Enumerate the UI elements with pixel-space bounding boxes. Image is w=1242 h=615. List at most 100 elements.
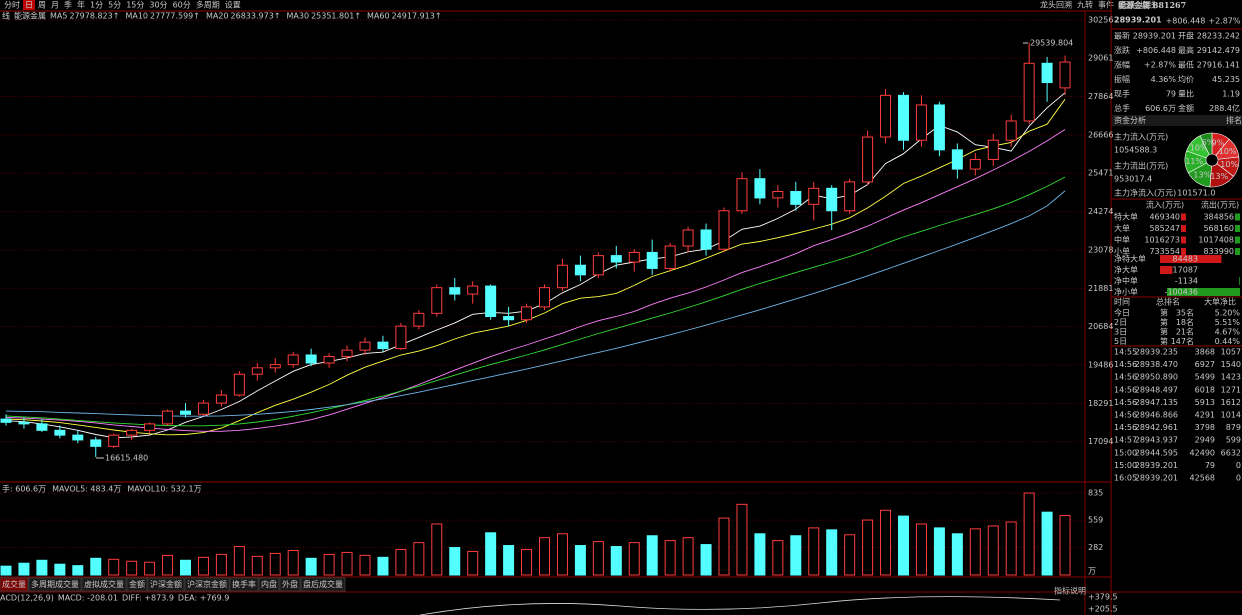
legend-name: MA10 [125,12,148,21]
candle-body [90,439,102,447]
indicator-tab[interactable]: 盘后成交量 [303,579,343,589]
rank-button[interactable]: 排名 [1226,115,1242,125]
indicator-tab[interactable]: 成交量 [2,579,26,589]
net-bar [1239,277,1240,285]
volume-bar [449,547,461,576]
candle-body [646,251,658,269]
candle-body [610,255,622,263]
period-tab[interactable]: 日 [25,1,33,10]
tab-bg [279,577,301,592]
volume-bar [664,540,676,576]
flow-out-chip [1235,248,1240,255]
period-tab[interactable]: 1分 [90,1,103,10]
rank-period: 5日 [1114,337,1127,346]
volume-bar [162,554,174,576]
tick-price: 28944.595 [1135,448,1178,457]
tool-button[interactable]: 画线 [1119,0,1135,10]
indicator-tab[interactable]: 外盘 [282,579,298,589]
rank-value: 35名 [1176,308,1194,318]
candle-body [556,264,568,289]
y-tick-label: 25471 [1088,169,1113,178]
candle-body [503,316,515,321]
indicator-tab[interactable]: 沪深京金额 [187,579,227,589]
stat-value: 79 [1166,90,1176,99]
volume-bar [1005,521,1017,576]
rank-ratio: 0.44% [1215,337,1241,346]
tick-time: 14:57 [1114,436,1137,445]
legend-name: MA20 [206,12,229,21]
indicator-tab[interactable]: 沪深金额 [150,579,182,589]
volume-bar [1041,511,1053,576]
section-title: 资金分析 [1114,115,1146,125]
stat-value: 606.6万 [1145,104,1176,113]
candle-body [700,229,712,250]
period-tab[interactable]: 月 [51,1,59,10]
y-tick-label: 26666 [1088,130,1113,139]
macd-tick: +205.5 [1088,605,1118,614]
candle-body [251,367,263,375]
section-header [1112,115,1242,126]
pie-label: 11% [1185,157,1203,166]
candle-body [521,306,533,321]
macd-legend: ACD(12,26,9) [0,594,54,603]
volume-bar [431,523,443,576]
flow-in-chip [1181,248,1186,255]
volume-bar [628,542,640,576]
volume-bar [700,544,712,576]
period-tab[interactable]: 年 [77,0,85,10]
indicator-tab[interactable]: 内盘 [261,579,277,589]
tab-bg [147,577,185,592]
tool-button[interactable]: 龙头回溯 [1040,0,1072,10]
net-value: 84483 [1173,255,1198,264]
ma-line [5,129,1066,432]
tool-button[interactable]: 九转 [1077,0,1093,10]
period-tab[interactable]: 15分 [126,1,144,10]
period-tab[interactable]: 60分 [173,1,191,10]
period-tab[interactable]: 设置 [225,0,241,10]
volume-bar [72,565,84,576]
fund-label: 主力流出(万元) [1114,161,1168,171]
volume-bar [772,540,784,576]
stat-label: 最高 [1178,45,1194,55]
stat-value: 1.19 [1222,90,1240,99]
tool-button[interactable]: 事件 [1098,0,1114,10]
candle-body [1059,61,1071,89]
tick-volume: 79 [1205,461,1215,470]
legend-value: 24917.913↑ [392,12,442,21]
tick-price: 28948.497 [1135,385,1178,394]
volume-bar [197,556,209,576]
candle-body [126,429,138,436]
volume-bar [951,533,963,576]
volume-bar [754,533,766,576]
tab-bg [28,577,82,592]
indicator-tab[interactable]: 换手率 [232,579,256,589]
pie-label: 10% [1220,160,1238,169]
period-tab[interactable]: 周 [38,1,46,10]
period-tab[interactable]: 30分 [149,1,167,10]
volume-bar [1059,514,1071,576]
indicator-tab[interactable]: 虚拟成交量 [84,579,124,589]
volume-bar [503,545,515,576]
period-tab[interactable]: 分时 [4,0,20,10]
pie-label: 6% [1202,138,1215,147]
volume-bar [592,541,604,576]
pie-label: 13% [1193,170,1211,179]
tab-bg [0,577,29,592]
tool-button[interactable]: 均线 [1140,0,1156,10]
legend-name: MA60 [367,12,390,21]
period-tab[interactable]: 多周期 [196,0,220,10]
net-label: 净大单 [1114,265,1138,275]
volume-bar [574,545,586,576]
period-tab[interactable]: 季 [64,0,72,10]
macd-help[interactable]: 指标说明 [1054,586,1086,596]
rank-prefix: 第 [1160,308,1168,318]
period-tab[interactable]: 5分 [108,1,121,10]
indicator-tab[interactable]: 金额 [129,579,145,589]
indicator-tab[interactable]: 多周期成交量 [31,579,79,589]
tick-volume: 3868 [1195,348,1215,357]
stat-label: 量比 [1178,89,1194,99]
candle-body [305,354,317,364]
tick-volume: 5913 [1195,398,1215,407]
flow-in-chip [1181,213,1186,221]
candle-body [808,187,820,205]
